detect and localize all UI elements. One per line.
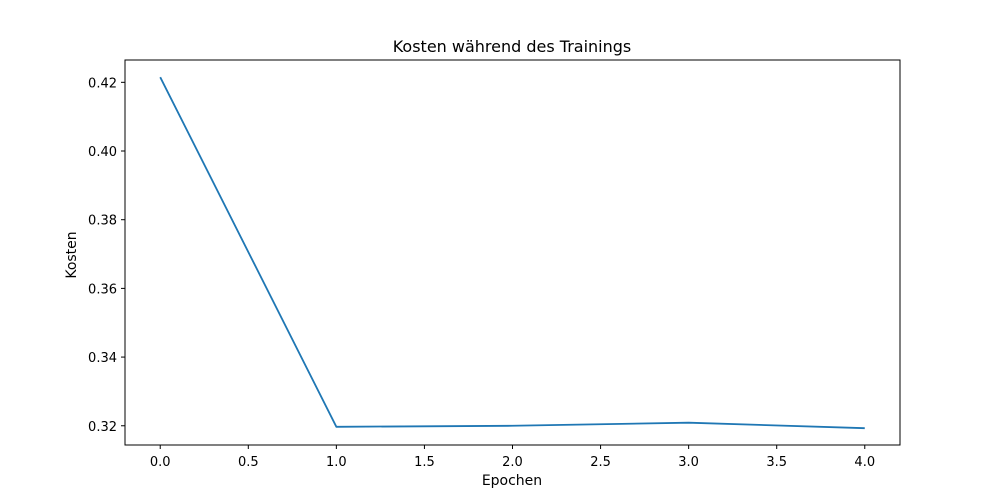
y-axis-label: Kosten [64,231,80,278]
series-line [159,76,865,430]
y-tick-label: 0.42 [88,76,117,91]
x-tick-label: 0.0 [150,455,171,470]
x-tick-label: 1.0 [326,455,347,470]
x-tick-label: 1.5 [414,455,435,470]
y-tick-label: 0.36 [88,282,117,297]
axes-frame [124,59,901,446]
x-tick-label: 4.0 [854,455,875,470]
x-tick-label: 3.5 [766,455,787,470]
y-tick-label: 0.34 [88,351,117,366]
y-tick-label: 0.32 [88,420,117,435]
x-tick-label: 3.0 [678,455,699,470]
plot-area: 0.0 0.5 1.0 1.5 2.0 2.5 3.0 3.5 4.0 0.32 0.34 0.36 0… [88,59,901,470]
x-axis-label: Epochen [482,473,542,489]
x-tick-label: 0.5 [238,455,259,470]
y-tick-label: 0.38 [88,214,117,229]
x-tick-label: 2.5 [590,455,611,470]
y-tick-label: 0.40 [88,145,117,160]
x-tick-label: 2.0 [502,455,523,470]
chart-title: Kosten während des Trainings [393,37,632,56]
